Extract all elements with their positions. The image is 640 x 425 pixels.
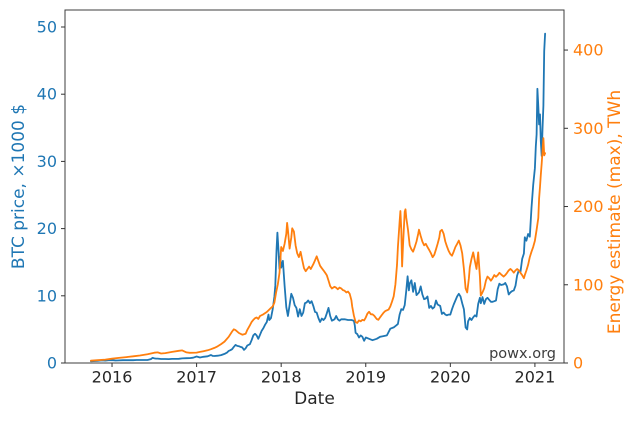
x-axis-label: Date bbox=[294, 389, 335, 409]
x-axis-ticks: 2016 2017 2018 2019 2020 2021 bbox=[92, 363, 556, 387]
tick-label: 10 bbox=[37, 286, 57, 305]
right-axis-label: Energy estimate (max), TWh bbox=[605, 90, 625, 334]
left-axis-label: BTC price, ×1000 $ bbox=[9, 104, 29, 269]
tick-label: 0 bbox=[573, 354, 583, 373]
energy-estimate-line bbox=[90, 137, 546, 362]
tick-label: 2016 bbox=[92, 368, 133, 387]
tick-label: 300 bbox=[573, 119, 604, 138]
tick-label: 2020 bbox=[430, 368, 471, 387]
tick-label: 40 bbox=[37, 85, 57, 104]
right-axis-ticks: 0 100 200 300 400 bbox=[564, 41, 604, 373]
plot-border bbox=[64, 9, 565, 364]
tick-label: 30 bbox=[37, 152, 57, 171]
left-axis-ticks: 0 10 20 30 40 50 bbox=[37, 18, 65, 373]
tick-label: 200 bbox=[573, 197, 604, 216]
tick-label: 50 bbox=[37, 18, 57, 37]
tick-label: 2017 bbox=[176, 368, 217, 387]
tick-label: 2019 bbox=[345, 368, 386, 387]
btc-price-line bbox=[90, 32, 546, 363]
tick-label: 2021 bbox=[515, 368, 556, 387]
tick-label: 100 bbox=[573, 275, 604, 294]
watermark-text: powx.org bbox=[489, 346, 556, 362]
tick-label: 400 bbox=[573, 41, 604, 60]
tick-label: 2018 bbox=[261, 368, 302, 387]
tick-label: 20 bbox=[37, 219, 57, 238]
tick-label: 0 bbox=[47, 354, 57, 373]
